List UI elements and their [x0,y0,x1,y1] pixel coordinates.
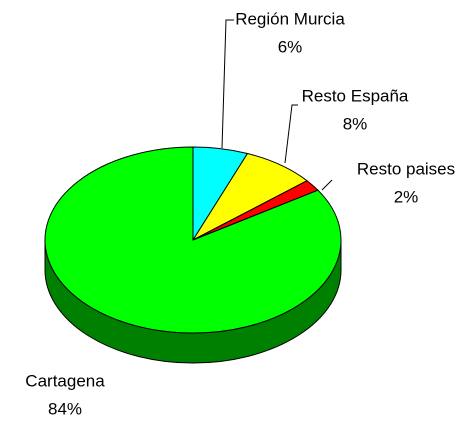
slice-value-label: 84% [48,399,82,418]
slice-label: Región Murcia [235,9,345,28]
slice-label: Resto paises [357,159,455,178]
pie-slice [44,146,342,334]
slice-label: Resto España [302,86,409,105]
leader-line [321,179,333,191]
slice-value-label: 8% [343,114,368,133]
slice-value-label: 2% [394,187,419,206]
leader-line [284,104,298,164]
leader-line [221,19,234,149]
slice-value-label: 6% [278,37,303,56]
slice-label: Cartagena [25,371,105,390]
